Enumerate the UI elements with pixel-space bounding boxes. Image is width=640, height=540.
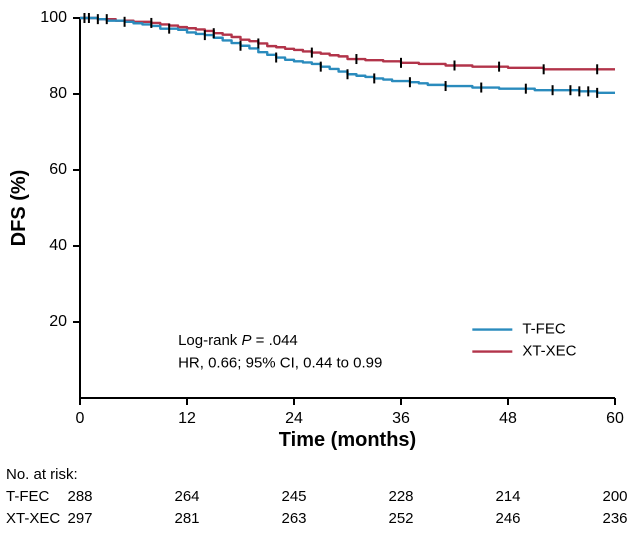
y-tick-label: 40 (49, 237, 67, 254)
annotation-1: HR, 0.66; 95% CI, 0.44 to 0.99 (178, 355, 382, 372)
risk-cell: 264 (167, 488, 207, 505)
risk-cell: 214 (488, 488, 528, 505)
x-tick-label: 24 (285, 410, 303, 427)
risk-cell: 245 (274, 488, 314, 505)
risk-cell: 281 (167, 510, 207, 527)
legend-label-t-fec: T-FEC (522, 321, 565, 338)
x-tick-label: 48 (499, 410, 517, 427)
risk-cell: 252 (381, 510, 421, 527)
y-tick-label: 100 (40, 9, 67, 26)
risk-cell: 200 (595, 488, 635, 505)
y-axis-label: DFS (%) (8, 170, 30, 247)
annotation-0: Log-rank P = .044 (178, 332, 298, 349)
x-axis-label: Time (months) (279, 429, 416, 451)
x-tick-label: 12 (178, 410, 196, 427)
risk-row-label-xt-xec: XT-XEC (6, 510, 60, 527)
risk-cell: 297 (60, 510, 100, 527)
risk-cell: 263 (274, 510, 314, 527)
risk-cell: 228 (381, 488, 421, 505)
risk-row-label-t-fec: T-FEC (6, 488, 49, 505)
risk-cell: 236 (595, 510, 635, 527)
x-tick-label: 60 (606, 410, 624, 427)
risk-table-header: No. at risk: (6, 466, 78, 483)
legend-label-xt-xec: XT-XEC (522, 343, 576, 360)
y-tick-label: 80 (49, 85, 67, 102)
x-tick-label: 36 (392, 410, 410, 427)
y-tick-label: 60 (49, 161, 67, 178)
y-tick-label: 20 (49, 313, 67, 330)
x-tick-label: 0 (76, 410, 85, 427)
kaplan-meier-plot: 20 40 60 80 100 0 12 24 36 48 60 DFS (%) Time (month… (0, 0, 640, 460)
risk-cell: 246 (488, 510, 528, 527)
risk-cell: 288 (60, 488, 100, 505)
